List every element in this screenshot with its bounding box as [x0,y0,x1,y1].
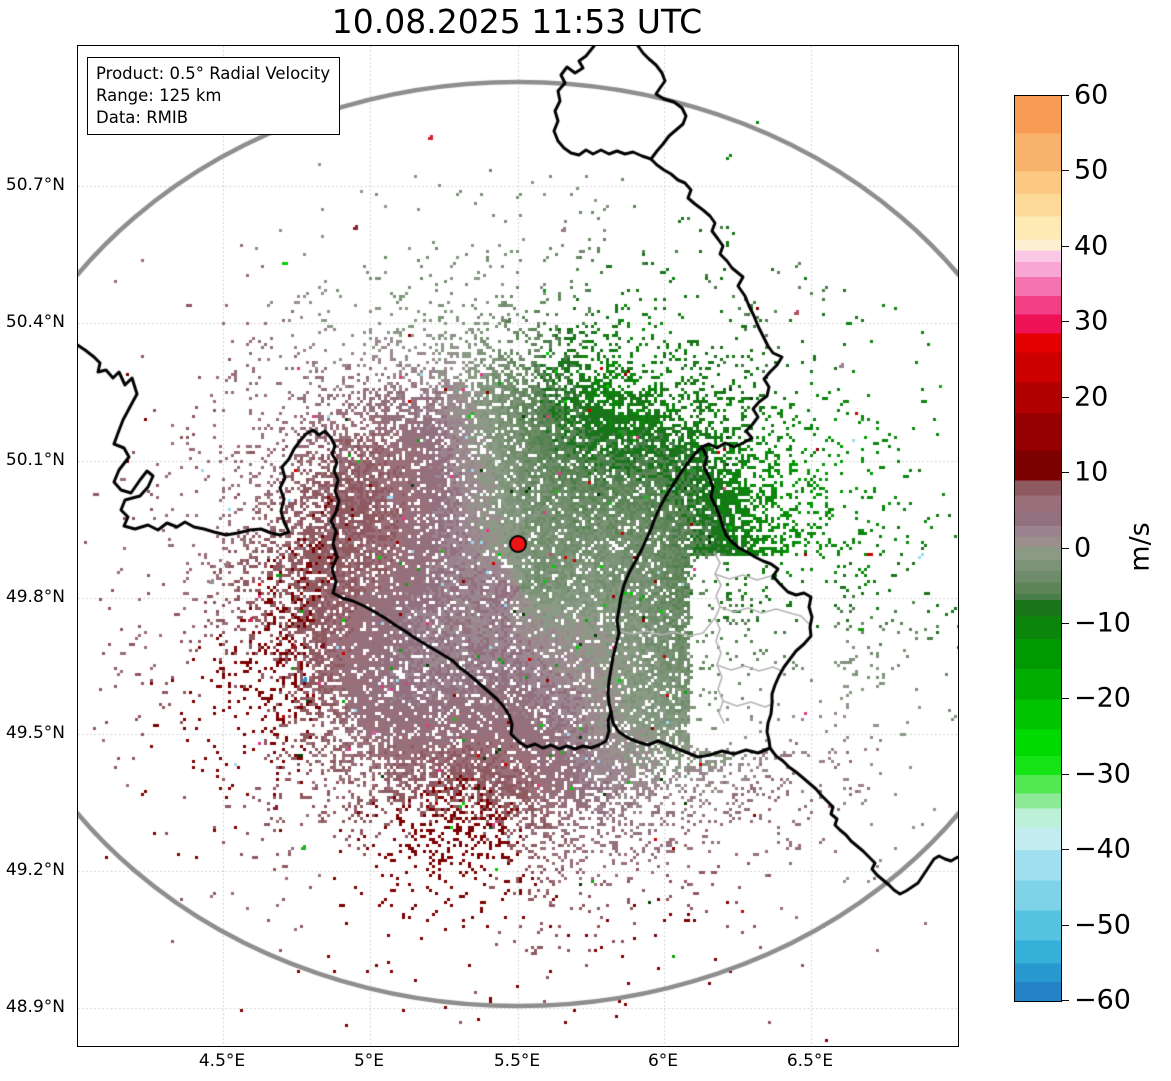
data-source-line: Data: RMIB [96,107,189,127]
colorbar-tick-label: 50 [1074,154,1109,186]
colorbar-tick-mark [1062,472,1069,474]
colorbar-tick-mark [1062,245,1069,247]
colorbar-tick-label: −60 [1074,984,1131,1016]
range-info-line: Range: 125 km [96,85,222,105]
colorbar-tick-label: 20 [1074,381,1109,413]
latitude-tick-label: 49.2°N [5,860,65,880]
product-info-box: Product: 0.5° Radial Velocity Range: 125… [87,57,341,136]
colorbar-tick-label: −20 [1074,682,1131,714]
colorbar-unit-label: m/s [1124,522,1156,572]
colorbar-tick-label: −30 [1074,758,1131,790]
longitude-tick-label: 5.5°E [493,1051,541,1071]
plot-title: 10.08.2025 11:53 UTC [331,2,703,41]
velocity-map-canvas [78,46,958,1046]
colorbar-tick-label: −50 [1074,909,1131,941]
colorbar-tick-mark [1062,321,1069,323]
colorbar-tick-mark [1062,773,1069,775]
colorbar-tick-label: −10 [1074,607,1131,639]
longitude-tick-label: 6°E [647,1051,679,1071]
colorbar-tick-mark [1062,622,1069,624]
colorbar-tick-mark [1062,95,1069,96]
latitude-tick-label: 50.4°N [5,312,65,332]
product-info-line: Product: 0.5° Radial Velocity [96,64,331,83]
colorbar-tick-label: 30 [1074,305,1109,337]
latitude-tick-label: 48.9°N [5,997,65,1017]
colorbar-tick-label: 0 [1074,532,1092,563]
latitude-tick-label: 50.7°N [5,175,65,195]
colorbar-tick-mark [1062,924,1069,926]
longitude-tick-label: 6.5°E [786,1051,834,1071]
colorbar-tick-mark [1062,1000,1069,1001]
latitude-tick-label: 50.1°N [5,450,65,470]
map-plot-area: Product: 0.5° Radial Velocity Range: 125… [77,45,959,1047]
colorbar-tick-mark [1062,547,1069,549]
colorbar-tick-label: −40 [1074,833,1131,865]
longitude-tick-label: 4.5°E [198,1051,246,1071]
colorbar-tick-mark [1062,849,1069,851]
colorbar-tick-mark [1062,170,1069,172]
colorbar-tick-label: 10 [1074,456,1109,488]
latitude-tick-label: 49.8°N [5,587,65,607]
colorbar-tick-mark [1062,698,1069,700]
colorbar-tick-label: 40 [1074,230,1109,262]
latitude-tick-label: 49.5°N [5,723,65,743]
longitude-tick-label: 5°E [353,1051,385,1071]
velocity-colorbar [1014,95,1062,1002]
colorbar-tick-label: 60 [1074,79,1109,111]
colorbar-tick-mark [1062,396,1069,398]
